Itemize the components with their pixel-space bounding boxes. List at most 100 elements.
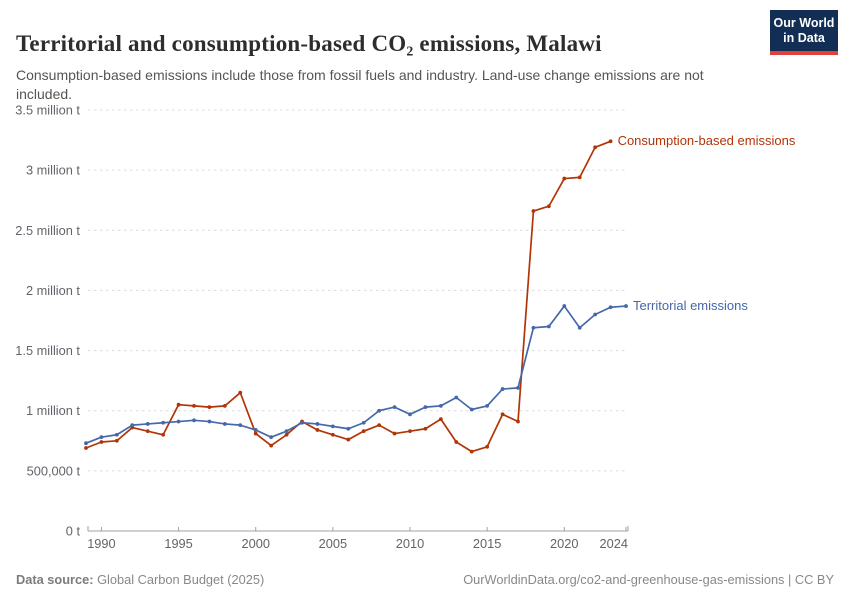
data-point-marker [222, 404, 227, 408]
data-point-marker [161, 420, 166, 425]
data-point-marker [284, 432, 289, 437]
data-point-marker [361, 429, 366, 434]
data-source-value: Global Carbon Budget (2025) [97, 571, 265, 587]
data-point-marker [485, 404, 490, 408]
data-point-marker [516, 419, 520, 424]
data-point-marker [315, 428, 320, 432]
y-axis-tick-label: 3.5 million t [15, 103, 80, 118]
data-point-marker [408, 412, 412, 417]
data-point-marker [562, 176, 567, 181]
data-point-marker [114, 438, 119, 443]
data-point-marker [192, 418, 196, 423]
data-point-marker [84, 446, 88, 450]
x-axis-tick-label: 2024 [600, 536, 628, 551]
data-point-marker [315, 422, 320, 426]
data-point-marker [392, 431, 397, 436]
y-axis-tick-label: 0 t [66, 524, 81, 539]
data-point-marker [176, 419, 181, 424]
data-point-marker [238, 423, 243, 428]
data-point-marker [238, 390, 243, 395]
legend-label-territorial-emissions[interactable]: Territorial emissions [633, 298, 748, 314]
data-point-marker [577, 175, 582, 180]
chart-title: Territorial and consumption-based CO₂ em… [16, 31, 602, 57]
consumption-emissions-line[interactable] [85, 140, 611, 453]
owid-logo: Our World in Data [770, 10, 838, 55]
data-point-marker [608, 305, 613, 310]
y-axis-tick-label: 1.5 million t [15, 343, 80, 358]
x-axis-tick-label: 2000 [241, 536, 269, 551]
data-point-marker [253, 428, 258, 432]
data-point-marker [438, 417, 443, 422]
data-point-marker [161, 432, 166, 437]
data-source-note: Data source: Global Carbon Budget (2025) [16, 572, 264, 587]
data-point-marker [330, 424, 335, 429]
data-point-marker [500, 387, 505, 391]
data-point-marker [330, 432, 335, 437]
data-point-marker [577, 325, 582, 330]
data-point-marker [531, 209, 536, 213]
credit-link[interactable]: OurWorldinData.org/co2-and-greenhouse-ga… [463, 571, 834, 587]
data-point-marker [624, 304, 628, 308]
data-source-label: Data source: [16, 571, 94, 587]
y-axis-tick-label: 2 million t [26, 283, 80, 298]
data-point-marker [269, 435, 274, 440]
data-point-marker [99, 440, 104, 444]
x-axis-tick-label: 1990 [87, 536, 115, 551]
data-point-marker [207, 405, 212, 410]
legend-label-consumption-based-emissions[interactable]: Consumption-based emissions [617, 133, 796, 149]
y-axis-tick-label: 3 million t [26, 163, 80, 178]
owid-logo-text-line2: in Data [783, 30, 825, 45]
data-point-marker [130, 423, 135, 428]
chart-subtitle: Consumption-based emissions include thos… [16, 67, 704, 103]
data-point-marker [531, 325, 536, 330]
data-point-marker [346, 437, 351, 442]
data-point-marker [253, 431, 258, 436]
data-point-marker [84, 441, 88, 446]
data-point-marker [392, 405, 397, 410]
data-point-marker [469, 407, 474, 412]
data-point-marker [207, 419, 212, 424]
data-point-marker [346, 426, 351, 431]
data-point-marker [99, 435, 104, 440]
x-axis-tick-label: 2010 [396, 536, 424, 551]
data-point-marker [546, 204, 551, 209]
data-point-marker [300, 420, 304, 425]
data-point-marker [423, 426, 428, 431]
x-axis-tick-label: 1995 [164, 536, 192, 551]
data-point-marker [562, 304, 567, 308]
territorial-emissions-line[interactable] [85, 305, 627, 444]
data-point-marker [485, 444, 490, 449]
data-point-marker [593, 145, 598, 150]
data-point-marker [469, 449, 474, 454]
owid-logo-text-line1: Our World [773, 15, 835, 30]
data-point-marker [145, 429, 150, 434]
data-point-marker [192, 404, 196, 408]
data-point-marker [608, 139, 613, 144]
data-point-marker [284, 429, 289, 434]
y-axis-tick-label: 500,000 t [27, 463, 81, 478]
x-axis-tick-label: 2015 [473, 536, 501, 551]
data-point-marker [114, 432, 119, 437]
data-point-marker [222, 422, 227, 426]
data-point-marker [361, 420, 366, 425]
data-point-marker [454, 440, 459, 444]
chart-footer: Data source: Global Carbon Budget (2025)… [16, 568, 834, 590]
data-point-marker [438, 404, 443, 408]
y-axis-tick-label: 2.5 million t [15, 223, 80, 238]
y-axis-tick-label: 1 million t [26, 403, 80, 418]
data-point-marker [454, 395, 459, 400]
x-axis-tick-label: 2020 [550, 536, 578, 551]
data-point-marker [593, 312, 598, 317]
data-point-marker [408, 429, 412, 434]
data-point-marker [546, 324, 551, 329]
data-point-marker [145, 422, 150, 426]
data-point-marker [500, 412, 505, 417]
data-point-marker [377, 423, 382, 428]
data-point-marker [516, 385, 520, 390]
data-point-marker [269, 443, 274, 448]
data-point-marker [423, 405, 428, 410]
data-point-marker [176, 402, 181, 407]
data-point-marker [377, 408, 382, 413]
